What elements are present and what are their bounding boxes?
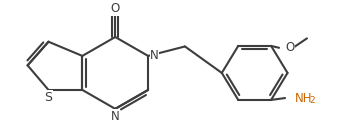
- Text: NH: NH: [295, 92, 312, 105]
- Text: O: O: [285, 41, 294, 54]
- Text: O: O: [111, 2, 120, 15]
- Text: N: N: [150, 49, 159, 62]
- Text: N: N: [111, 110, 120, 123]
- Text: S: S: [45, 91, 53, 104]
- Text: 2: 2: [309, 96, 315, 105]
